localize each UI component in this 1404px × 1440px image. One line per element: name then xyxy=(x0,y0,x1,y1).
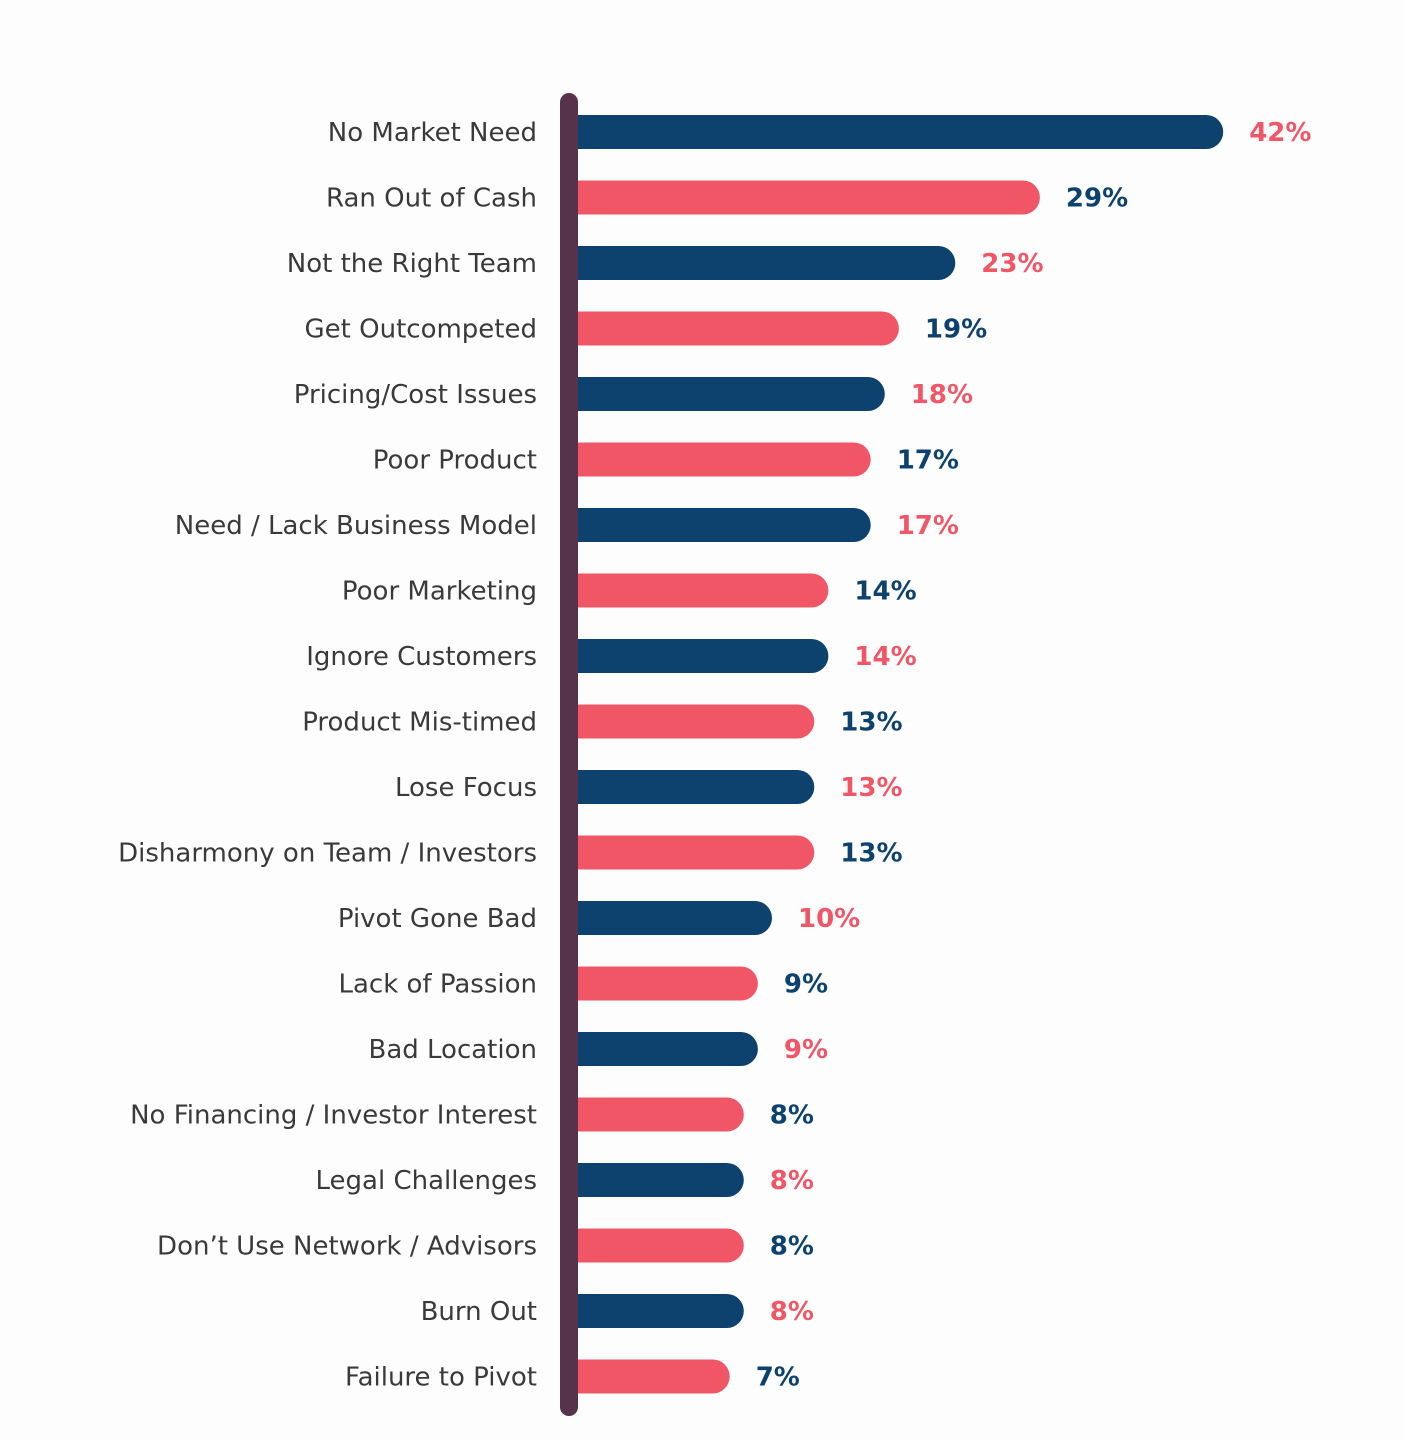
bar xyxy=(569,377,885,411)
value-label: 9% xyxy=(784,1035,828,1065)
value-label: 7% xyxy=(756,1363,800,1393)
bar xyxy=(569,704,815,739)
value-label: 14% xyxy=(854,642,916,672)
value-label: 13% xyxy=(840,708,902,738)
category-label: Burn Out xyxy=(421,1297,537,1327)
bar xyxy=(569,311,899,346)
bar xyxy=(569,1097,744,1132)
category-label: Pivot Gone Bad xyxy=(338,904,537,934)
bar xyxy=(569,115,1224,149)
category-label: Disharmony on Team / Investors xyxy=(118,839,537,869)
category-label: Not the Right Team xyxy=(287,249,537,279)
category-label: Need / Lack Business Model xyxy=(175,511,537,541)
category-label: Ignore Customers xyxy=(306,642,537,672)
bar xyxy=(569,573,829,608)
value-label: 13% xyxy=(840,773,902,803)
category-label: Pricing/Cost Issues xyxy=(294,380,537,410)
category-label: Poor Product xyxy=(373,446,537,476)
bar xyxy=(569,180,1040,215)
bar xyxy=(569,770,815,804)
value-label: 9% xyxy=(784,970,828,1000)
value-label: 29% xyxy=(1066,184,1128,214)
category-label: No Market Need xyxy=(328,118,537,148)
category-label: Bad Location xyxy=(368,1035,537,1065)
category-label: Get Outcompeted xyxy=(305,315,537,345)
bar xyxy=(569,1359,730,1394)
bar xyxy=(569,639,829,673)
value-label: 42% xyxy=(1249,118,1311,148)
bar xyxy=(569,1032,758,1066)
value-label: 18% xyxy=(911,380,973,410)
value-label: 10% xyxy=(798,904,860,934)
bar xyxy=(569,835,815,870)
category-label: Lack of Passion xyxy=(338,970,537,1000)
bar xyxy=(569,508,871,542)
value-label: 8% xyxy=(770,1166,814,1196)
value-label: 13% xyxy=(840,839,902,869)
value-label: 23% xyxy=(981,249,1043,279)
category-label: Don’t Use Network / Advisors xyxy=(157,1232,537,1262)
value-label: 8% xyxy=(770,1101,814,1131)
category-label: Legal Challenges xyxy=(316,1166,537,1196)
category-label: No Financing / Investor Interest xyxy=(130,1101,537,1131)
value-label: 14% xyxy=(854,577,916,607)
bar xyxy=(569,1163,744,1197)
bar xyxy=(569,966,758,1001)
value-label: 8% xyxy=(770,1297,814,1327)
bar xyxy=(569,1294,744,1328)
category-label: Failure to Pivot xyxy=(345,1363,537,1393)
bar xyxy=(569,901,772,935)
bar xyxy=(569,442,871,477)
value-label: 17% xyxy=(897,511,959,541)
category-label: Ran Out of Cash xyxy=(326,184,537,214)
category-label: Poor Marketing xyxy=(342,577,537,607)
bar xyxy=(569,246,956,280)
bar xyxy=(569,1228,744,1263)
category-label: Product Mis-timed xyxy=(302,708,537,738)
value-label: 17% xyxy=(897,446,959,476)
value-label: 19% xyxy=(925,315,987,345)
category-label: Lose Focus xyxy=(395,773,537,803)
value-label: 8% xyxy=(770,1232,814,1262)
